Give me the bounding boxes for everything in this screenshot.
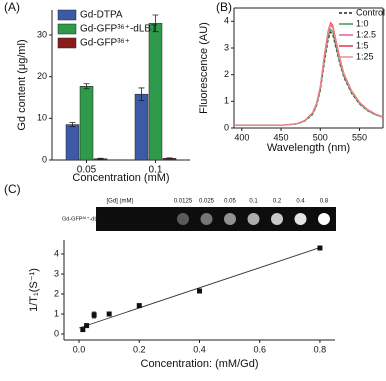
- strip-spot: [294, 213, 307, 225]
- series-line: [234, 22, 384, 126]
- point: [84, 323, 90, 329]
- strip-concentration: 0.8: [320, 199, 329, 205]
- y-tick-label: 10: [37, 113, 47, 123]
- x-tick-label: 0.1: [149, 165, 163, 176]
- x-tick-label: 0.0: [73, 344, 86, 354]
- strip-spot: [200, 213, 213, 225]
- strip-spot: [224, 213, 236, 225]
- legend-label: 1:2.5: [356, 29, 376, 39]
- y-tick-label: 0: [224, 122, 229, 132]
- x-axis-label: Concentration (mM): [72, 172, 169, 184]
- bar: [65, 124, 80, 161]
- strip-spot: [247, 213, 260, 225]
- x-axis-label: Wavelength (nm): [267, 142, 350, 154]
- legend-label: Gd-DTPA: [80, 10, 123, 21]
- point: [80, 327, 86, 333]
- legend-swatch: [57, 9, 77, 21]
- error-bar: [166, 157, 173, 160]
- strip-concentration: 0.05: [224, 199, 236, 205]
- x-tick-label: 550: [352, 132, 367, 142]
- panel-label: (C): [4, 182, 21, 196]
- bar: [134, 93, 149, 161]
- bar: [79, 86, 94, 161]
- x-tick-label: 0.6: [253, 344, 266, 354]
- y-tick-label: 0: [42, 154, 47, 164]
- x-tick-label: 500: [313, 132, 328, 142]
- y-tick-label: 30: [37, 29, 47, 39]
- strip-spot: [177, 213, 189, 225]
- point: [106, 311, 112, 317]
- legend-swatch: [57, 23, 77, 35]
- y-axis-label: Gd content (μg/ml): [16, 39, 28, 130]
- legend-label: 1:5: [356, 40, 369, 50]
- legend-label: 1:25: [356, 51, 374, 61]
- panel-label: (B): [216, 0, 232, 14]
- strip-spot: [318, 213, 330, 225]
- y-tick-label: 0: [54, 328, 59, 338]
- strip-concentration: 0.4: [296, 199, 305, 205]
- legend-label: Gd-GFP³⁶⁺: [80, 38, 130, 49]
- legend-label: Control: [356, 7, 385, 17]
- y-tick-label: 3: [54, 268, 59, 278]
- x-tick-label: 400: [234, 132, 249, 142]
- strip-sample: Gd-GFP³⁶⁺-dLBT: [62, 215, 105, 222]
- error-bar: [97, 157, 104, 160]
- panel-label: (A): [4, 0, 20, 14]
- point: [136, 303, 142, 309]
- x-tick-label: 0.2: [133, 344, 146, 354]
- fit-line: [78, 247, 321, 329]
- strip-title: [Gd] (mM): [107, 199, 134, 205]
- point: [317, 245, 323, 251]
- x-axis-label: Concentration: (mM/Gd): [141, 358, 259, 370]
- y-axis-label: Fluorescence (AU): [198, 22, 210, 114]
- y-tick-label: 2: [54, 288, 59, 298]
- y-tick-label: 2: [224, 69, 229, 79]
- bar: [148, 23, 163, 161]
- legend-label: Gd-GFP³⁶⁺-dLBT: [80, 24, 157, 35]
- legend-label: 1:0: [356, 18, 369, 28]
- strip-spot: [271, 213, 283, 225]
- y-tick-label: 1: [224, 96, 229, 106]
- y-tick-label: 4: [224, 16, 229, 26]
- y-tick-label: 1: [54, 308, 59, 318]
- error-bar: [152, 14, 159, 33]
- point: [197, 288, 202, 294]
- y-tick-label: 3: [224, 42, 229, 52]
- error-bar: [138, 87, 145, 101]
- error-bar: [69, 122, 76, 128]
- y-tick-label: 20: [37, 71, 47, 81]
- legend-swatch: [57, 37, 77, 49]
- strip-concentration: 0.025: [199, 199, 215, 205]
- point: [91, 312, 97, 318]
- x-tick-label: 0.05: [77, 165, 97, 176]
- error-bar: [83, 83, 90, 90]
- strip-concentration: 0.2: [273, 199, 282, 205]
- y-axis-label: 1/T₁(S⁻¹): [28, 268, 40, 312]
- x-tick-label: 0.4: [193, 344, 206, 354]
- x-tick-label: 0.8: [314, 344, 327, 354]
- x-tick-label: 450: [274, 132, 289, 142]
- strip-concentration: 0.0125: [174, 199, 193, 205]
- strip-concentration: 0.1: [249, 199, 258, 205]
- y-tick-label: 4: [54, 248, 59, 258]
